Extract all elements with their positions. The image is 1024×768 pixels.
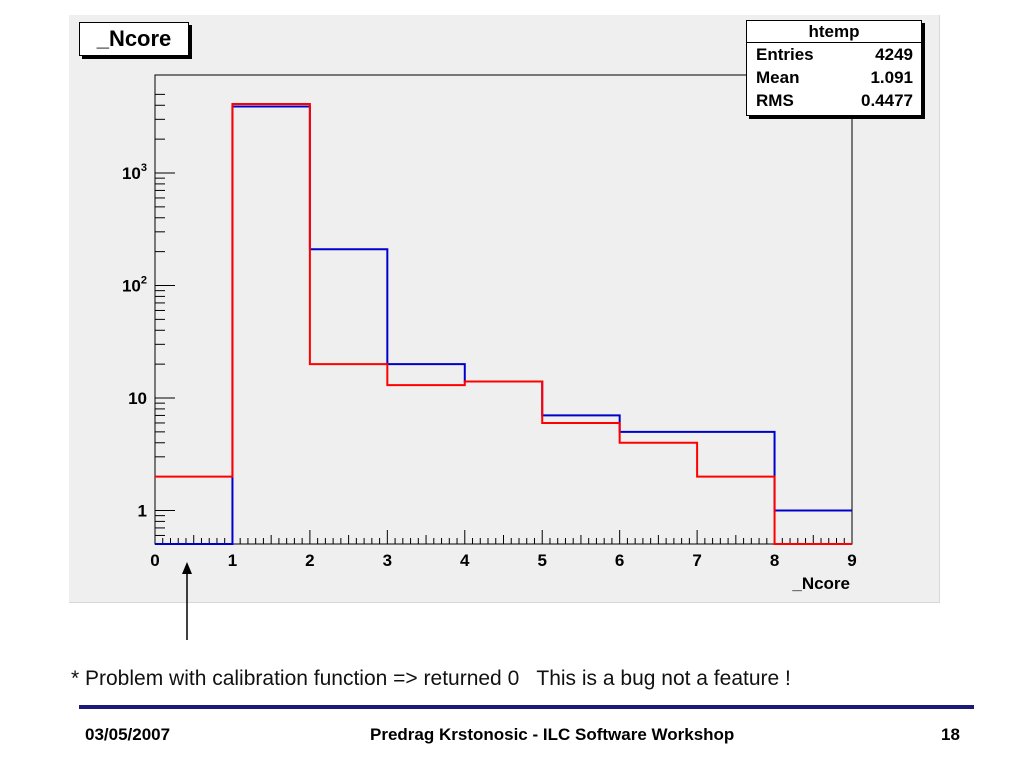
x-tick-label: 3 [383,551,392,570]
histogram-series [155,103,852,545]
annotation-note: * Problem with calibration function => r… [71,667,791,690]
stats-row-mean: Mean 1.091 [747,66,921,89]
footer-title: Predrag Krstonosic - ILC Software Worksh… [370,725,735,744]
y-tick-label: 102 [122,275,147,296]
stats-value: 1.091 [870,68,913,87]
x-tick-label: 7 [692,551,701,570]
x-tick-label: 4 [460,551,470,570]
histogram-title: _Ncore [96,26,172,51]
x-tick-label: 5 [537,551,546,570]
y-tick-label: 10 [128,389,147,408]
x-tick-label: 0 [150,551,159,570]
x-tick-label: 8 [770,551,779,570]
histogram-series-2-line [155,103,852,545]
stats-label: RMS [756,91,794,110]
footer-date: 03/05/2007 [85,725,171,744]
stats-box: htemp Entries 4249 Mean 1.091 RMS 0.4477 [746,20,922,116]
annotation-arrow-head [182,562,192,574]
x-tick-label: 6 [615,551,624,570]
y-tick-label: 1 [138,502,147,521]
stats-title: htemp [747,21,921,43]
stats-label: Mean [756,68,800,87]
x-axis-label: _Ncore [791,574,850,593]
plot-frame [154,74,853,545]
x-tick-label: 2 [305,551,314,570]
stats-value: 4249 [875,45,913,64]
stats-row-rms: RMS 0.4477 [747,89,921,112]
footer-divider [79,705,974,709]
stats-row-entries: Entries 4249 [747,43,921,66]
stats-value: 0.4477 [861,91,913,110]
x-tick-label: 9 [847,551,856,570]
axis-ticks [154,93,853,545]
axis-labels: 0 1 2 3 4 5 6 7 8 9 1 10 102 103 [122,162,857,570]
x-tick-label: 1 [228,551,237,570]
stats-label: Entries [756,45,814,64]
page-number: 18 [941,725,960,744]
y-tick-label: 103 [122,162,147,183]
histogram-title-box: _Ncore [79,22,189,56]
histogram-series-1-line [155,105,852,545]
